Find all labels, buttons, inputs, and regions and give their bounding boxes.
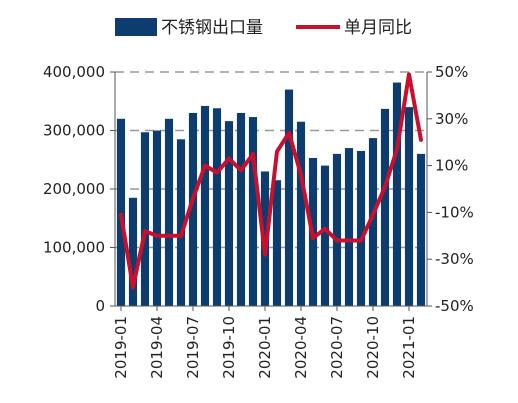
x-tick-label: 2019-04 [148,316,166,379]
y-left-tick-label: 100,000 [43,239,105,257]
bar [380,108,390,306]
x-tick-label: 2020-01 [256,316,274,379]
bar [392,82,402,306]
legend-line-label: 单月同比 [344,18,412,38]
y-left-tick-label: 400,000 [43,63,105,81]
x-tick-label: 2021-01 [400,316,418,379]
bar [416,153,426,306]
line-series [119,72,423,290]
x-axis: 2019-01 2019-04 2019-07 2019-10 2020-01 2020-… [112,306,418,379]
y-right-tick-label: 30% [435,110,468,128]
bar [116,118,126,306]
y-right-axis: -50% -30% -10% 10% 30% 50% [427,63,474,315]
bar [368,138,378,306]
bar [272,180,282,306]
y-right-tick-label: -50% [435,297,474,315]
bar [356,150,366,306]
bar [344,148,354,306]
bar [128,197,138,306]
x-tick-label: 2019-01 [112,316,130,379]
x-tick-label: 2019-07 [184,316,202,379]
bar [296,121,306,306]
bar [188,112,198,306]
bar [200,105,210,307]
bar [176,139,186,306]
bar [320,165,330,306]
y-left-tick-label: 200,000 [43,180,105,198]
legend-bar-swatch [115,18,157,36]
bar [164,118,174,306]
grid [115,71,427,249]
bar [284,89,294,306]
y-left-tick-label: 300,000 [43,122,105,140]
y-left-tick-label: 0 [95,297,105,315]
bar-series [116,82,426,307]
y-right-tick-label: -30% [435,250,474,268]
y-left-axis: 0 100,000 200,000 300,000 400,000 [43,63,115,315]
x-tick-label: 2020-07 [328,316,346,379]
bar [332,153,342,306]
bar [236,112,246,306]
y-right-tick-label: -10% [435,203,474,221]
legend: 不锈钢出口量 单月同比 [115,18,412,38]
x-tick-label: 2020-04 [292,316,310,379]
y-right-tick-label: 10% [435,157,468,175]
bar [404,107,414,306]
legend-bar-label: 不锈钢出口量 [161,18,263,38]
bar [224,121,234,306]
x-tick-label: 2019-10 [220,316,238,379]
bar [248,117,258,306]
bar [152,130,162,306]
x-tick-label: 2020-10 [364,316,382,379]
bar [140,132,150,306]
y-right-tick-label: 50% [435,63,468,81]
bar [212,108,222,307]
line-path [119,72,423,290]
